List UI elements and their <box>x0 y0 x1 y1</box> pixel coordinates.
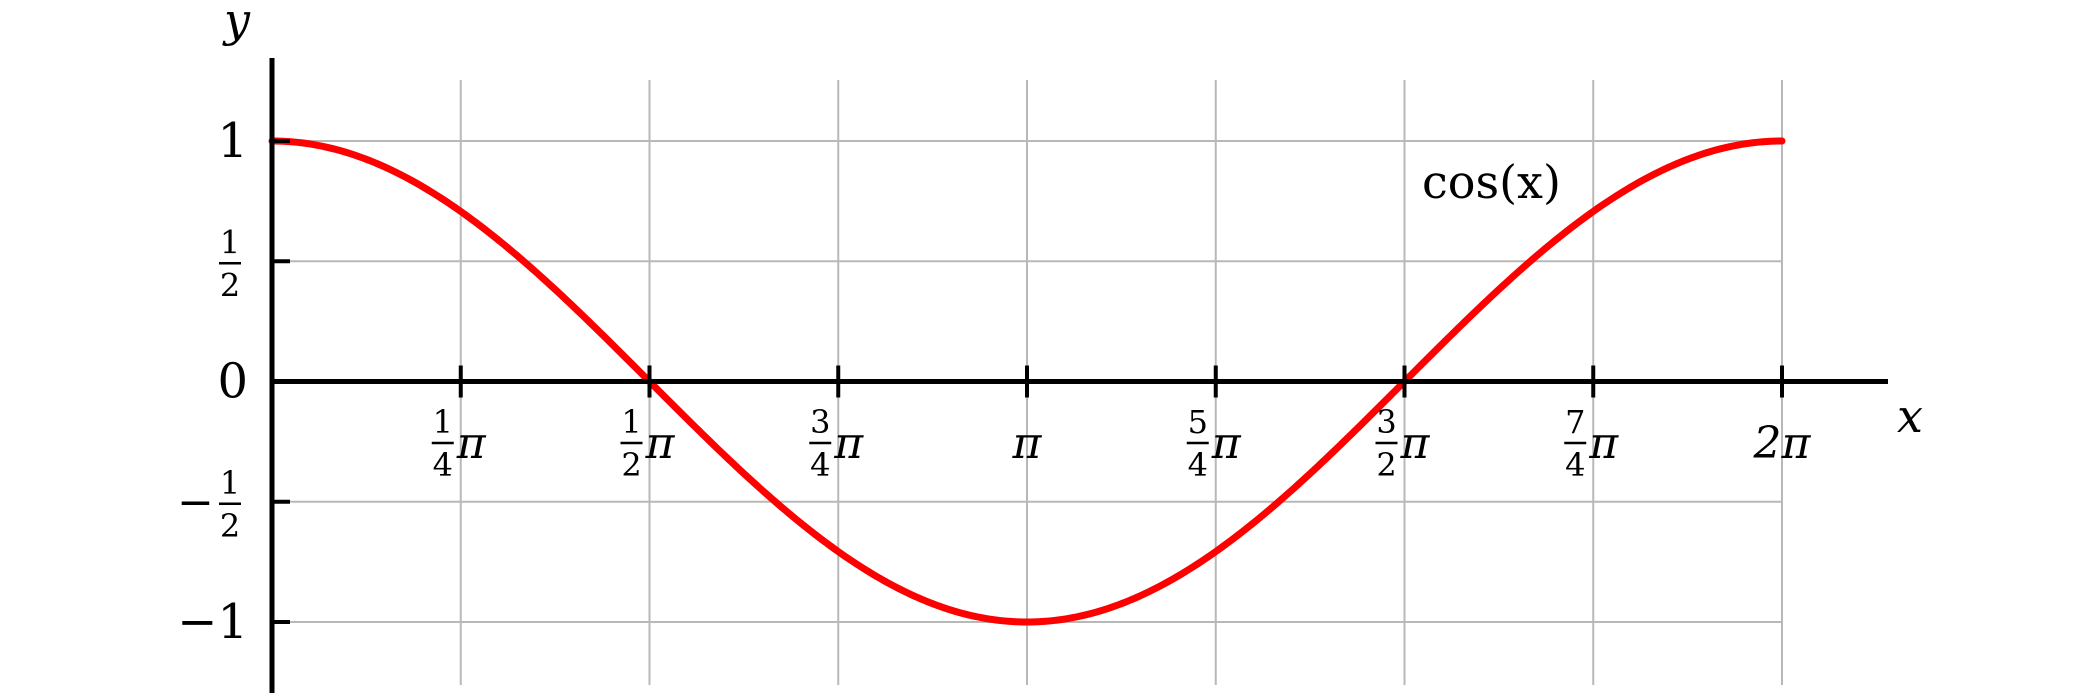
x-tick-denominator: 2 <box>621 446 641 484</box>
x-tick-pi: π <box>1400 418 1431 469</box>
x-tick-numerator: 1 <box>433 403 453 441</box>
x-tick-label: 1 2 π <box>620 403 675 484</box>
x-tick-label: 3 2 π <box>1375 403 1431 484</box>
y-tick-label: 12 <box>219 223 241 304</box>
x-tick-label: 3 4 π <box>809 403 864 484</box>
y-tick-label: 0 <box>217 354 248 410</box>
series-label: cos(x) <box>1422 155 1561 209</box>
x-tick-label: 1 4 π <box>431 403 487 484</box>
x-axis-label: x <box>1897 389 1923 443</box>
cos-series-line <box>268 137 1786 626</box>
y-tick-denominator: 2 <box>220 507 240 545</box>
x-tick-denominator: 4 <box>433 446 453 484</box>
x-tick-label: π <box>1012 418 1043 469</box>
x-tick-pi: π <box>1588 418 1619 469</box>
y-axis-label: y <box>222 0 251 47</box>
x-tick-denominator: 4 <box>810 446 830 484</box>
y-tick-label: 1 2− <box>177 464 241 545</box>
x-tick-numerator: 3 <box>810 403 830 441</box>
x-tick-pi: π <box>456 418 487 469</box>
x-tick-denominator: 4 <box>1565 446 1585 484</box>
x-tick-numerator: 3 <box>1376 403 1396 441</box>
y-tick-value: 0 <box>217 354 248 410</box>
y-tick-label: −1 <box>177 594 248 650</box>
ticks <box>272 139 1784 624</box>
x-tick-label: 5 4 π <box>1186 403 1242 484</box>
x-tick-pi: 2π <box>1753 418 1812 469</box>
y-tick-sign: − <box>177 477 214 528</box>
x-tick-denominator: 4 <box>1188 446 1208 484</box>
x-tick-numerator: 1 <box>621 403 641 441</box>
x-tick-label: 2π <box>1753 418 1812 469</box>
y-tick-value: −1 <box>177 594 248 650</box>
x-tick-denominator: 2 <box>1376 446 1396 484</box>
x-tick-pi: π <box>1211 418 1242 469</box>
x-tick-numerator: 7 <box>1565 403 1585 441</box>
x-tick-pi: π <box>1012 418 1043 469</box>
y-tick-numerator: 1 <box>220 464 240 502</box>
y-tick-value: 1 <box>217 113 248 169</box>
x-tick-pi: π <box>833 418 864 469</box>
y-tick-label: 1 <box>217 113 248 169</box>
x-tick-pi: π <box>644 418 675 469</box>
y-tick-numerator: 1 <box>220 223 240 261</box>
y-tick-denominator: 2 <box>220 266 240 304</box>
x-tick-numerator: 5 <box>1188 403 1208 441</box>
x-tick-label: 7 4 π <box>1564 403 1619 484</box>
